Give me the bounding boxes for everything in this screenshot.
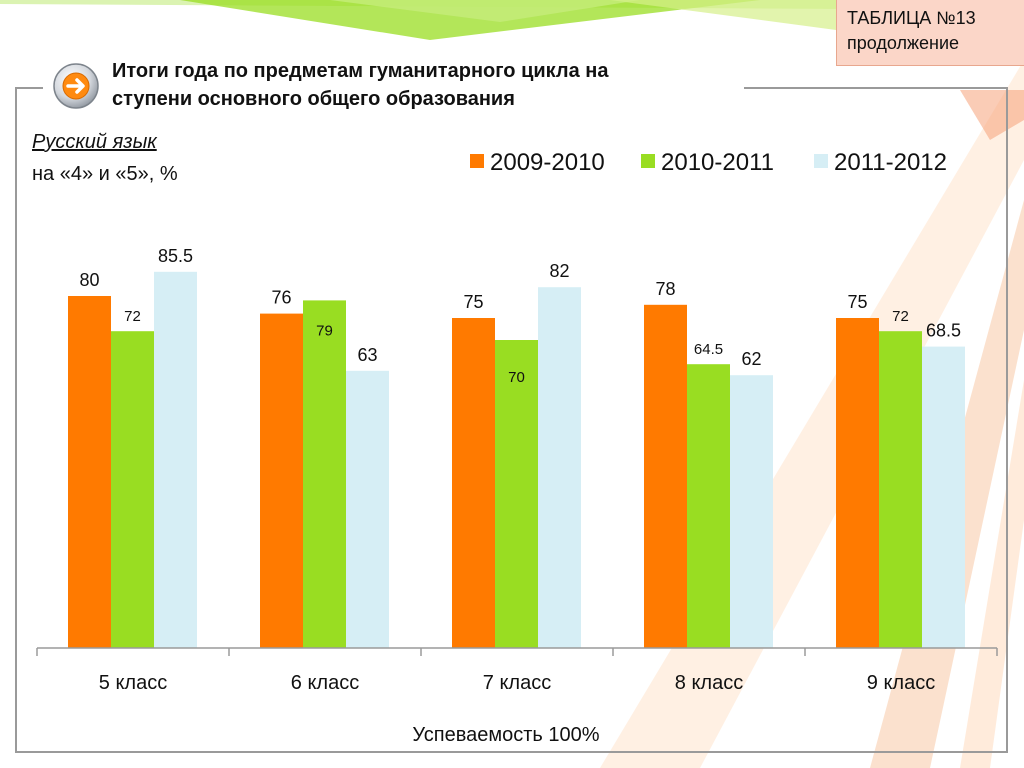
value-label: 62	[741, 349, 761, 369]
arrow-right-icon	[62, 72, 90, 100]
bar-2009-2010-3	[452, 318, 495, 648]
value-label: 64.5	[694, 341, 723, 358]
value-label: 75	[847, 292, 867, 312]
page-title: Итоги года по предметам гуманитарного ци…	[112, 57, 752, 113]
legend-swatch-2010-2011	[641, 154, 655, 168]
value-label: 72	[124, 308, 141, 325]
metric-label: на «4» и «5», %	[32, 163, 178, 185]
value-label: 80	[79, 270, 99, 290]
legend-swatch-2011-2012	[814, 154, 828, 168]
page-title-line-2: ступени основного общего образования	[112, 88, 515, 110]
chart-legend: 2009-2010 2010-2011 2011-2012	[470, 149, 947, 176]
frame-top-left	[15, 87, 43, 89]
value-label: 79	[316, 322, 333, 339]
bar-2010-2011-5	[879, 331, 922, 648]
x-tick-label: 6 класс	[291, 672, 359, 694]
bar-2011-2012-2	[346, 370, 389, 648]
legend-label: 2010-2011	[661, 149, 774, 176]
bar-2010-2011-2	[303, 300, 346, 648]
bar-2011-2012-5	[922, 346, 965, 648]
bar-2009-2010-5	[836, 318, 879, 648]
table-number-tag: ТАБЛИЦА №13 продолжение	[836, 0, 1024, 66]
value-label: 63	[357, 345, 377, 365]
footnote: Успеваемость 100%	[412, 724, 600, 746]
value-label: 68.5	[926, 321, 961, 341]
bar-2009-2010-4	[644, 304, 687, 648]
table-continuation: продолжение	[847, 33, 960, 53]
x-tick-label: 8 класс	[675, 672, 743, 694]
chart-axis: 5 класс 6 класс 7 класс 8 класс 9 класс	[36, 647, 998, 694]
bar-2009-2010-1	[68, 296, 111, 648]
bar-2011-2012-3	[538, 287, 581, 648]
subject-label: Русский язык	[32, 131, 157, 153]
value-label: 78	[655, 279, 675, 299]
x-tick-label: 5 класс	[99, 672, 167, 694]
bar-2011-2012-1	[154, 271, 197, 648]
table-number: ТАБЛИЦА №13	[847, 8, 976, 28]
page-title-line-1: Итоги года по предметам гуманитарного ци…	[112, 60, 609, 82]
next-slide-button[interactable]	[52, 62, 100, 110]
value-label: 76	[271, 288, 291, 308]
bar-2010-2011-4	[687, 364, 730, 648]
legend-label: 2011-2012	[834, 149, 947, 176]
frame-right	[1006, 87, 1008, 753]
bar-2011-2012-4	[730, 375, 773, 648]
bar-2010-2011-3	[495, 340, 538, 648]
value-label: 72	[892, 308, 909, 325]
frame-bottom	[15, 751, 1008, 753]
frame-left	[15, 87, 17, 753]
value-label: 70	[508, 369, 525, 386]
x-tick-label: 9 класс	[867, 672, 935, 694]
frame-top-right	[744, 87, 1008, 89]
legend-label: 2009-2010	[490, 149, 605, 176]
value-label: 85.5	[158, 246, 193, 266]
value-label: 82	[549, 261, 569, 281]
legend-swatch-2009-2010	[470, 154, 484, 168]
x-tick-label: 7 класс	[483, 672, 551, 694]
value-label: 75	[463, 292, 483, 312]
chart-bars: 80 76 75 78 75 72 79 70 64.5 72 85.5 63 82 62 68.5	[68, 246, 965, 648]
bar-2009-2010-2	[260, 313, 303, 648]
bar-2010-2011-1	[111, 331, 154, 648]
